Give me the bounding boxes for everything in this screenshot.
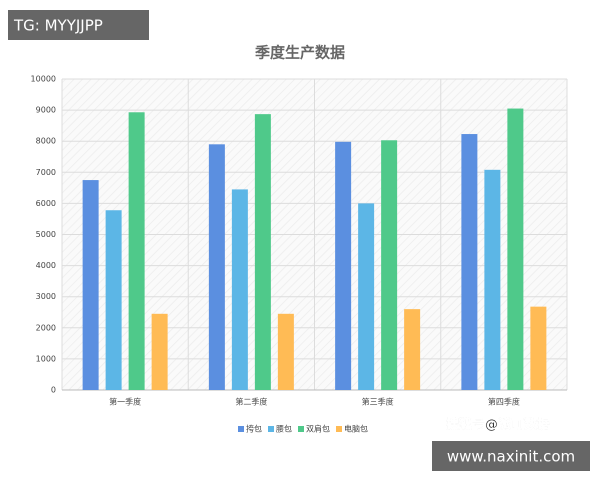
x-tick-label: 第一季度 [109,397,141,407]
legend-swatch [268,426,274,432]
bar [82,180,99,390]
tag-box [8,10,149,40]
bar [381,140,398,390]
bar [358,203,375,390]
x-tick-label: 第二季度 [235,397,267,407]
legend-swatch [238,426,244,432]
bar [404,309,421,390]
watermark: 搜狐号@派可数据 [446,417,550,433]
x-tick-label: 第三季度 [362,397,394,407]
tag-text: TG: MYYJJPP [13,17,103,35]
y-tick-label: 10000 [31,75,56,84]
y-tick-label: 2000 [36,323,56,332]
y-tick-label: 1000 [36,354,56,363]
legend-label: 腰包 [276,424,292,434]
y-tick-label: 5000 [36,230,56,239]
bar [105,210,122,390]
bar [530,306,547,390]
url-text: www.naxinit.com [447,448,575,466]
legend-swatch [336,426,342,432]
bar [484,169,501,390]
url-box [432,441,590,471]
bar [128,112,145,390]
y-tick-label: 3000 [36,292,56,301]
legend-label: 挎包 [246,424,262,434]
legend-label: 双肩包 [306,424,330,434]
legend-label: 电脑包 [344,424,368,434]
chart-title: 季度生产数据 [255,44,345,62]
bar [208,144,225,390]
y-tick-label: 4000 [36,261,56,270]
bar [461,134,478,390]
y-tick-label: 0 [51,386,56,395]
bar [151,313,168,390]
bar [277,313,294,390]
bar [507,108,524,391]
x-tick-label: 第四季度 [488,397,520,407]
y-tick-label: 7000 [36,168,56,177]
y-tick-label: 9000 [36,106,56,115]
bar [231,189,248,390]
y-tick-label: 8000 [36,137,56,146]
bar [254,114,271,390]
y-tick-label: 6000 [36,199,56,208]
legend-swatch [298,426,304,432]
bar [335,141,352,390]
